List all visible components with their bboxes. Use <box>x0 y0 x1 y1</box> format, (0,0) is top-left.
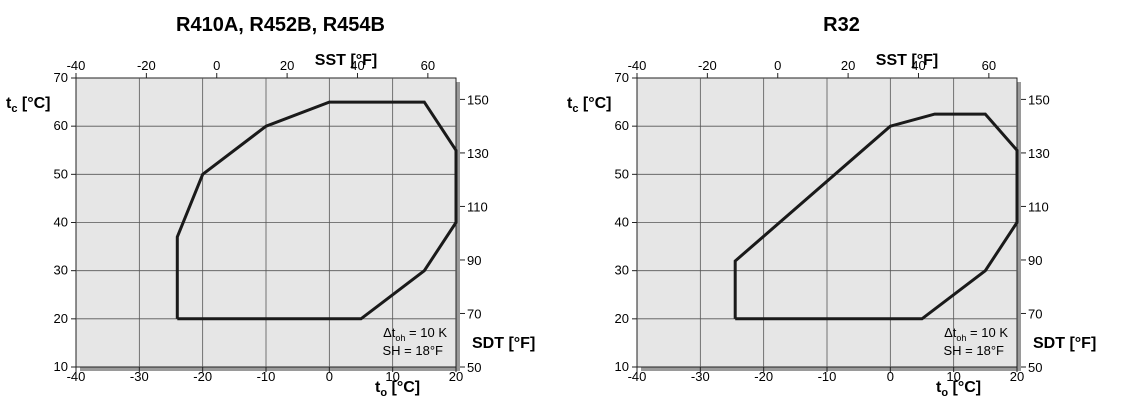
y-tick-label: 10 <box>615 359 629 374</box>
top-axis-title: SST [°F] <box>315 52 377 69</box>
right-tick-label: 90 <box>1028 253 1042 268</box>
top-tick-label: -40 <box>67 58 86 73</box>
plot-shadow-bottom <box>80 367 460 371</box>
envelope-line <box>175 100 458 321</box>
right-tick-label: 110 <box>1028 199 1049 214</box>
right-tick-label: 110 <box>467 199 488 214</box>
right-axis-title: SDT [°F] <box>1033 335 1096 352</box>
annotation-superheat-f: SH = 18°F <box>383 343 444 358</box>
right-tick-label: 90 <box>467 253 481 268</box>
top-tick-label: 40 <box>350 58 364 73</box>
y-axis-title: tc [°C] <box>567 95 612 115</box>
annotation-superheat-k: Δtoh = 10 K <box>383 325 447 343</box>
chart-title: R32 <box>823 14 860 36</box>
top-tick-label: 20 <box>280 58 294 73</box>
y-tick-label: 60 <box>54 118 68 133</box>
top-tick-label: -20 <box>698 58 717 73</box>
right-tick-label: 70 <box>467 306 481 321</box>
chart-panel-right: R32 -40 -30 -20 -10 0 10 20 10 20 30 40 50 60 70 -40 -2… <box>561 0 1122 411</box>
x-tick-label: -20 <box>193 369 212 384</box>
x-tick-label: -40 <box>628 369 647 384</box>
right-tick-label: 70 <box>1028 306 1042 321</box>
y-tick-label: 50 <box>615 166 629 181</box>
x-tick-label: -30 <box>691 369 710 384</box>
annotation-superheat-k: Δtoh = 10 K <box>944 325 1008 343</box>
y-tick-label: 40 <box>615 215 629 230</box>
chart-panel-left: R410A, R452B, R454B -40 -30 -20 -10 0 10 20 10 2… <box>6 14 535 399</box>
y-tick-label: 20 <box>54 311 68 326</box>
right-tick-label: 50 <box>1028 360 1042 375</box>
x-tick-label: 0 <box>887 369 894 384</box>
y-tick-label: 50 <box>54 166 68 181</box>
right-tick-label: 150 <box>1028 92 1050 107</box>
x-tick-label: -30 <box>130 369 149 384</box>
right-tick-label: 50 <box>467 360 481 375</box>
x-tick-label: -10 <box>257 369 276 384</box>
x-tick-label: 10 <box>385 369 399 384</box>
top-tick-label: 0 <box>213 58 220 73</box>
x-tick-label: -20 <box>754 369 773 384</box>
right-axis-title: SDT [°F] <box>472 335 535 352</box>
y-tick-label: 30 <box>54 263 68 278</box>
right-tick-label: 150 <box>467 92 489 107</box>
y-tick-label: 30 <box>615 263 629 278</box>
top-tick-label: -20 <box>137 58 156 73</box>
y-tick-label: 70 <box>615 70 629 85</box>
annotation-superheat-f: SH = 18°F <box>944 343 1005 358</box>
x-axis-title: to [°C] <box>936 379 981 399</box>
plot-shadow-right <box>456 82 460 371</box>
x-tick-label: -10 <box>818 369 837 384</box>
top-tick-label: 60 <box>421 58 435 73</box>
plot-shadow-bottom <box>641 367 1021 371</box>
x-tick-label: 20 <box>449 369 463 384</box>
top-tick-label: 60 <box>982 58 996 73</box>
y-tick-label: 40 <box>54 215 68 230</box>
x-tick-label: -40 <box>67 369 86 384</box>
chart-title: R410A, R452B, R454B <box>176 14 385 36</box>
y-axis-title: tc [°C] <box>6 95 51 115</box>
right-tick-label: 130 <box>1028 146 1050 161</box>
x-tick-label: 0 <box>326 369 333 384</box>
top-tick-label: -40 <box>628 58 647 73</box>
top-tick-label: 0 <box>774 58 781 73</box>
y-tick-label: 10 <box>54 359 68 374</box>
y-tick-label: 20 <box>615 311 629 326</box>
plot-shadow-right <box>1017 82 1021 371</box>
top-tick-label: 20 <box>841 58 855 73</box>
right-tick-label: 130 <box>467 146 489 161</box>
y-tick-label: 60 <box>615 118 629 133</box>
x-axis-title: to [°C] <box>375 379 420 399</box>
top-tick-label: 40 <box>911 58 925 73</box>
envelope-line <box>733 112 1019 321</box>
x-tick-label: 10 <box>946 369 960 384</box>
top-axis-title: SST [°F] <box>876 52 938 69</box>
x-tick-label: 20 <box>1010 369 1024 384</box>
y-tick-label: 70 <box>54 70 68 85</box>
